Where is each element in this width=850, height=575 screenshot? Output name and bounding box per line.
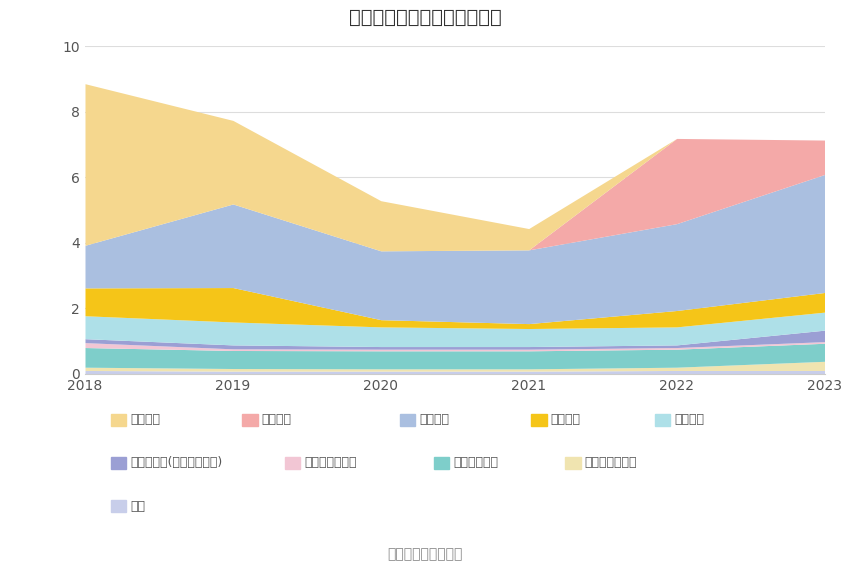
Text: 短期借款: 短期借款	[130, 413, 160, 426]
Text: 其它: 其它	[130, 500, 145, 512]
Text: 合同负债: 合同负债	[551, 413, 581, 426]
Text: 长期递延收益: 长期递延收益	[453, 457, 498, 469]
Text: 应交税费: 应交税费	[674, 413, 704, 426]
Text: 应付票据: 应付票据	[262, 413, 292, 426]
Text: 历年主要负债堆积图（亿元）: 历年主要负债堆积图（亿元）	[348, 8, 502, 27]
Text: 递延所得税负债: 递延所得税负债	[585, 457, 638, 469]
Text: 长期应付款合计: 长期应付款合计	[304, 457, 357, 469]
Text: 应付账款: 应付账款	[419, 413, 449, 426]
Text: 其他应付款(含利息和股利): 其他应付款(含利息和股利)	[130, 457, 223, 469]
Text: 数据来源：恒生聚源: 数据来源：恒生聚源	[388, 547, 462, 561]
